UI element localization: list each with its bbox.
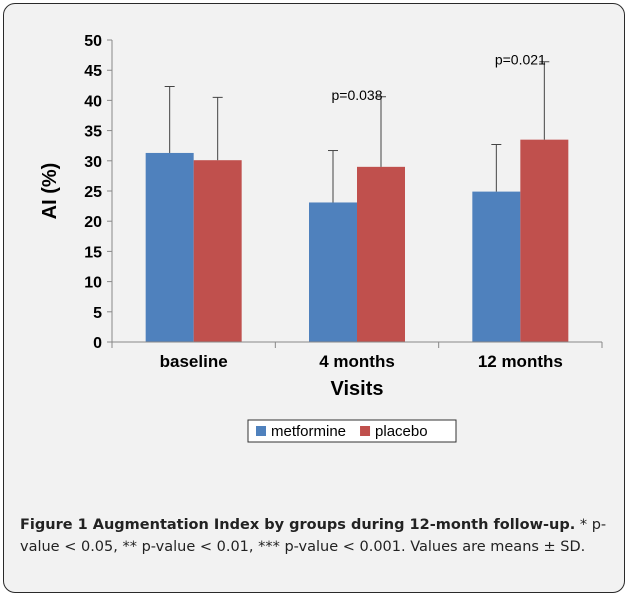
figure-caption: Figure 1 Augmentation Index by groups du… — [20, 514, 612, 558]
y-tick-label: 5 — [93, 305, 102, 322]
caption-body: * p-value < 0.05, ** p-value < 0.01, ***… — [20, 517, 607, 555]
y-axis-title: AI (%) — [39, 163, 61, 220]
x-tick-label: 4 months — [319, 352, 395, 371]
p-value-annotation: p=0.021 — [495, 52, 546, 68]
legend-label-placebo: placebo — [375, 423, 428, 440]
legend-swatch-placebo — [360, 426, 371, 436]
y-tick-label: 40 — [84, 93, 102, 110]
y-tick-label: 0 — [93, 335, 102, 352]
x-tick-label: baseline — [160, 352, 228, 371]
bar-placebo — [193, 160, 242, 342]
p-value-annotation: p=0.038 — [332, 87, 383, 103]
y-tick-label: 35 — [84, 124, 102, 141]
y-tick-label: 25 — [84, 184, 102, 201]
bar-metformine — [472, 191, 521, 342]
y-tick-label: 50 — [84, 33, 102, 50]
bar-chart: 0 5 10 15 20 25 30 35 40 45 50 baseline 4 months 12 m… — [39, 33, 603, 443]
figure-panel: 0 5 10 15 20 25 30 35 40 45 50 baseline 4 months 12 m… — [3, 3, 625, 593]
bar-metformine — [145, 152, 194, 342]
y-tick-label: 30 — [84, 154, 102, 171]
caption-title: Figure 1 Augmentation Index by groups du… — [20, 517, 576, 533]
y-tick-label: 45 — [84, 63, 102, 80]
legend-label-metformine: metformine — [271, 423, 346, 440]
x-tick-label: 12 months — [478, 352, 563, 371]
bar-placebo — [520, 139, 569, 342]
legend-box — [247, 419, 457, 443]
y-tick-label: 20 — [84, 214, 102, 231]
y-tick-label: 15 — [84, 244, 102, 261]
x-axis-title: Visits — [331, 378, 384, 400]
legend-swatch-metformine — [256, 426, 266, 436]
y-tick-label: 10 — [84, 275, 102, 292]
bar-placebo — [357, 166, 405, 342]
bar-metformine — [309, 202, 357, 342]
